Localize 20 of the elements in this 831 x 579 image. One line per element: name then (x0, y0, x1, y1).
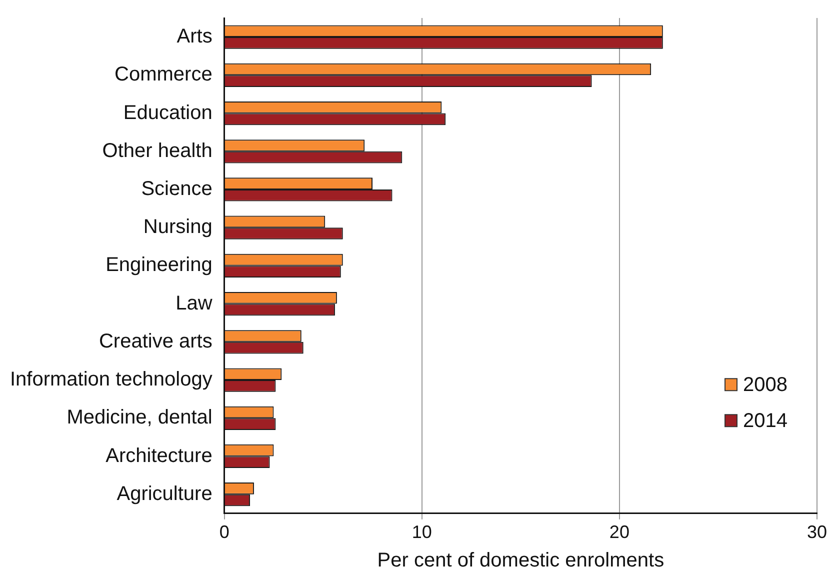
y-tick-label: Other health (102, 140, 212, 162)
x-axis-title: Per cent of domestic enrolments (377, 550, 664, 572)
y-tick-label: Agriculture (116, 482, 212, 505)
y-tick-label: Medicine, dental (66, 406, 212, 429)
x-tick-label: 30 (806, 522, 828, 542)
y-tick-label: Architecture (106, 444, 212, 467)
y-tick-label: Education (123, 102, 212, 124)
y-tick-label: Commerce (114, 64, 212, 86)
legend-label: 2014 (743, 410, 788, 432)
y-tick-label: Law (176, 292, 213, 314)
y-tick-label: Nursing (143, 216, 212, 238)
y-tick-label: Arts (176, 26, 212, 48)
y-tick-label: Creative arts (98, 330, 212, 352)
legend-label: 2008 (743, 374, 788, 396)
x-tick-label: 0 (219, 522, 230, 542)
y-tick-label: Information technology (10, 368, 212, 391)
y-tick-label: Science (141, 178, 212, 200)
y-tick-label: Engineering (106, 254, 212, 276)
x-tick-label: 10 (412, 522, 432, 542)
x-tick-label: 20 (609, 522, 630, 542)
